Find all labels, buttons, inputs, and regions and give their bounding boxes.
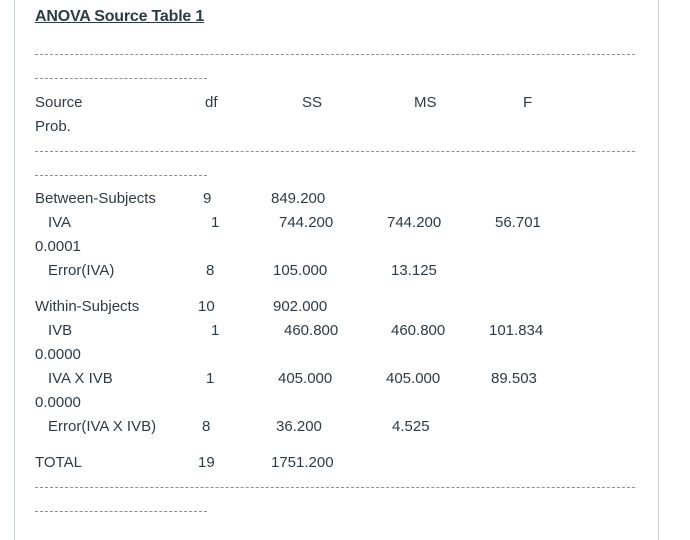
row-df: 1 — [206, 370, 215, 387]
dashed-rule — [35, 151, 635, 152]
dashed-rule — [35, 511, 207, 512]
row-prob: 0.0001 — [35, 238, 81, 255]
row-source: Error(IVA X IVB) — [48, 418, 157, 435]
row-df: 10 — [198, 298, 215, 315]
dashed-rule — [35, 175, 207, 176]
table-title: ANOVA Source Table 1 — [35, 8, 205, 25]
row-df: 8 — [202, 418, 211, 435]
row-ss: 744.200 — [279, 214, 334, 231]
row-source: Between-Subjects — [35, 190, 156, 207]
content-card — [14, 0, 659, 540]
row-ss: 849.200 — [271, 190, 326, 207]
row-ss: 902.000 — [273, 298, 328, 315]
dashed-rule — [35, 54, 635, 55]
header-source: Source — [35, 94, 83, 111]
row-ms: 405.000 — [386, 370, 441, 387]
row-f: 89.503 — [491, 370, 537, 387]
row-prob: 0.0000 — [35, 346, 81, 363]
header-ms: MS — [414, 94, 437, 111]
row-source: IVB — [48, 322, 73, 339]
row-ms: 460.800 — [391, 322, 446, 339]
row-f: 56.701 — [495, 214, 541, 231]
header-ss: SS — [302, 94, 323, 111]
dashed-rule — [35, 78, 207, 79]
row-ms: 744.200 — [387, 214, 442, 231]
row-df: 1 — [211, 322, 220, 339]
row-df: 9 — [203, 190, 212, 207]
row-df: 1 — [211, 214, 220, 231]
header-f: F — [523, 94, 533, 111]
row-f: 101.834 — [489, 322, 544, 339]
row-df: 19 — [198, 454, 215, 471]
header-df: df — [205, 94, 218, 111]
header-prob: Prob. — [35, 118, 71, 135]
row-ss: 105.000 — [273, 262, 328, 279]
row-source: Within-Subjects — [35, 298, 140, 315]
dashed-rule — [35, 487, 635, 488]
row-ss: 1751.200 — [271, 454, 334, 471]
row-ss: 460.800 — [284, 322, 339, 339]
row-ss: 405.000 — [278, 370, 333, 387]
row-source: TOTAL — [35, 454, 82, 471]
row-df: 8 — [206, 262, 215, 279]
row-source: IVA — [48, 214, 72, 231]
row-prob: 0.0000 — [35, 394, 81, 411]
row-source: IVA X IVB — [48, 370, 113, 387]
row-source: Error(IVA) — [48, 262, 115, 279]
row-ms: 4.525 — [392, 418, 430, 435]
row-ss: 36.200 — [276, 418, 322, 435]
row-ms: 13.125 — [391, 262, 437, 279]
